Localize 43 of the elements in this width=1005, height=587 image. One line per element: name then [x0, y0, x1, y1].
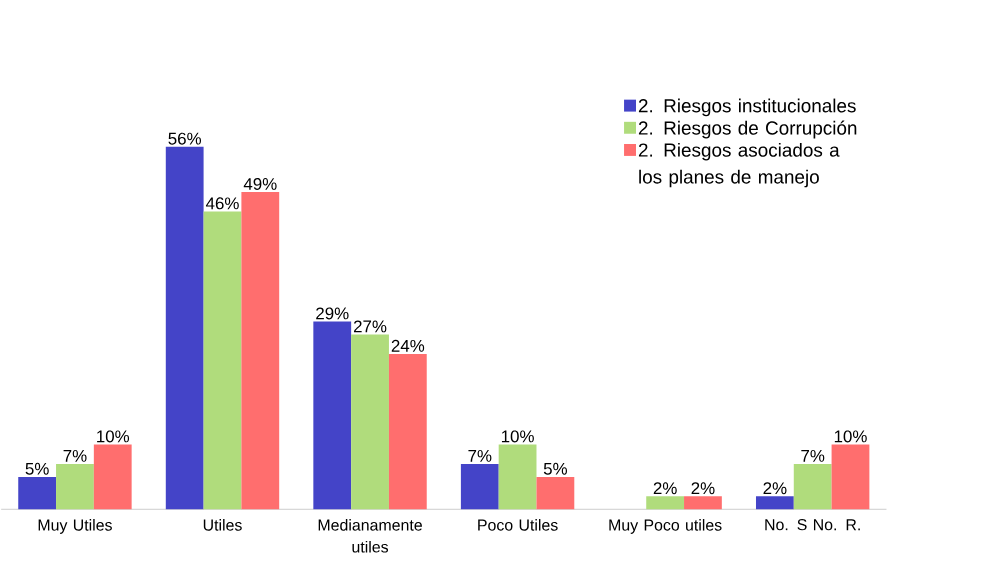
- bar: [165, 146, 204, 510]
- data-label: 2%: [691, 482, 715, 495]
- data-label: 46%: [205, 197, 239, 210]
- bar: [831, 444, 870, 510]
- bar: [93, 444, 132, 510]
- data-label: 49%: [243, 178, 277, 190]
- x-tick-label: No. S No. R.: [765, 519, 860, 531]
- data-label: 7%: [801, 450, 825, 462]
- bar: [755, 496, 794, 510]
- data-label: 10%: [97, 430, 130, 443]
- data-label: 29%: [316, 307, 349, 320]
- data-label: 10%: [501, 430, 534, 443]
- x-tick-label: Poco Utiles: [478, 519, 558, 531]
- data-label: 2%: [763, 482, 787, 495]
- bar: [203, 211, 242, 510]
- x-tick-label: Medianamente utiles: [318, 519, 422, 553]
- data-label: 24%: [391, 339, 425, 352]
- data-label: 5%: [543, 462, 567, 475]
- data-label: 2%: [653, 482, 677, 495]
- x-tick-label: Muy Utiles: [38, 519, 112, 534]
- data-label: 5%: [25, 462, 49, 475]
- bar: [498, 444, 537, 510]
- data-label: 7%: [63, 450, 87, 462]
- data-label: 27%: [353, 320, 387, 333]
- bar: [536, 476, 575, 510]
- bar: [460, 464, 499, 510]
- legend-label: 2. Riesgos asociados a los planes de manejo: [638, 142, 840, 188]
- bar: [684, 496, 722, 510]
- bar: [241, 192, 280, 510]
- legend-label: 2. Riesgos institucionales: [638, 98, 856, 117]
- bar: [313, 321, 352, 510]
- legend-label: 2. Riesgos de Corrupción: [638, 120, 857, 139]
- x-tick-label: Utiles: [203, 519, 242, 531]
- data-label: 56%: [168, 132, 202, 145]
- bar: [646, 496, 685, 510]
- bar: [388, 354, 427, 510]
- bar: [18, 476, 57, 510]
- bar: [56, 464, 94, 510]
- x-tick-label: Muy Poco utiles: [609, 519, 722, 534]
- data-label: 7%: [468, 450, 492, 462]
- bar: [793, 464, 832, 510]
- bar: [351, 334, 389, 510]
- data-label: 10%: [834, 430, 867, 443]
